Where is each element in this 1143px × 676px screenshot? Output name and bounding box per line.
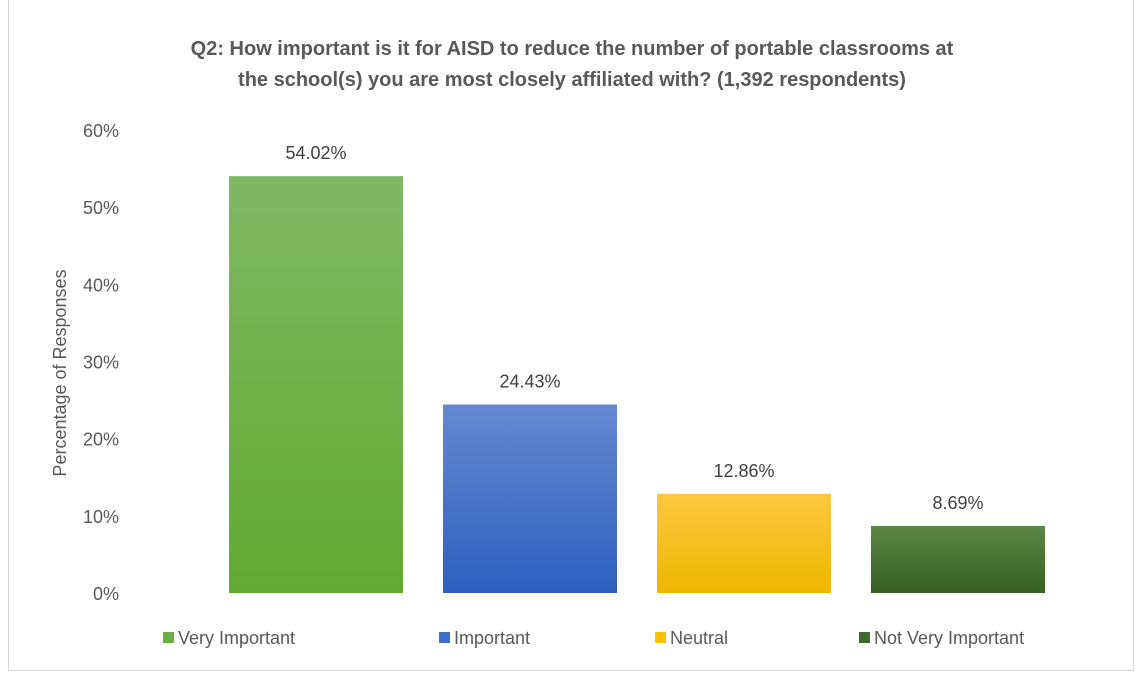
legend-swatch [163,632,174,643]
legend-swatch [439,632,450,643]
y-tick-label: 40% [83,275,119,295]
legend-label: Not Very Important [874,628,1024,648]
bar-chart: Q2: How important is it for AISD to redu… [50,38,1045,648]
legend-label: Important [454,628,530,648]
bar-very-important [229,176,403,593]
y-tick-label: 50% [83,198,119,218]
y-tick-label: 20% [83,430,119,450]
legend: Very Important Important Neutral Not Very I… [163,628,1024,648]
y-tick-label: 30% [83,353,119,373]
legend-swatch [655,632,666,643]
chart-title-line: Q2: How important is it for AISD to redu… [191,38,954,60]
data-labels: 54.02% 24.43% 12.86% 8.69% [285,143,983,513]
y-tick-label: 60% [83,121,119,141]
legend-item-important: Important [439,628,530,648]
legend-item-very-important: Very Important [163,628,295,648]
bar-neutral [657,493,831,593]
bar-not-very-important [871,525,1045,593]
data-label: 8.69% [932,493,983,513]
y-tick-label: 10% [83,507,119,527]
chart-title-line: the school(s) you are most closely affil… [238,69,906,91]
chart-frame: Q2: How important is it for AISD to redu… [8,0,1134,671]
y-axis-ticks: 0% 10% 20% 30% 40% 50% 60% [83,121,119,604]
y-axis-label: Percentage of Responses [50,269,70,476]
chart-title: Q2: How important is it for AISD to redu… [191,38,954,91]
legend-label: Neutral [670,628,728,648]
data-label: 24.43% [499,371,560,391]
legend-item-neutral: Neutral [655,628,728,648]
y-tick-label: 0% [93,584,119,604]
data-label: 54.02% [285,143,346,163]
bar-important [443,404,617,593]
data-label: 12.86% [713,461,774,481]
legend-swatch [859,632,870,643]
bars [229,176,1045,593]
legend-label: Very Important [178,628,295,648]
legend-item-not-very-important: Not Very Important [859,628,1024,648]
